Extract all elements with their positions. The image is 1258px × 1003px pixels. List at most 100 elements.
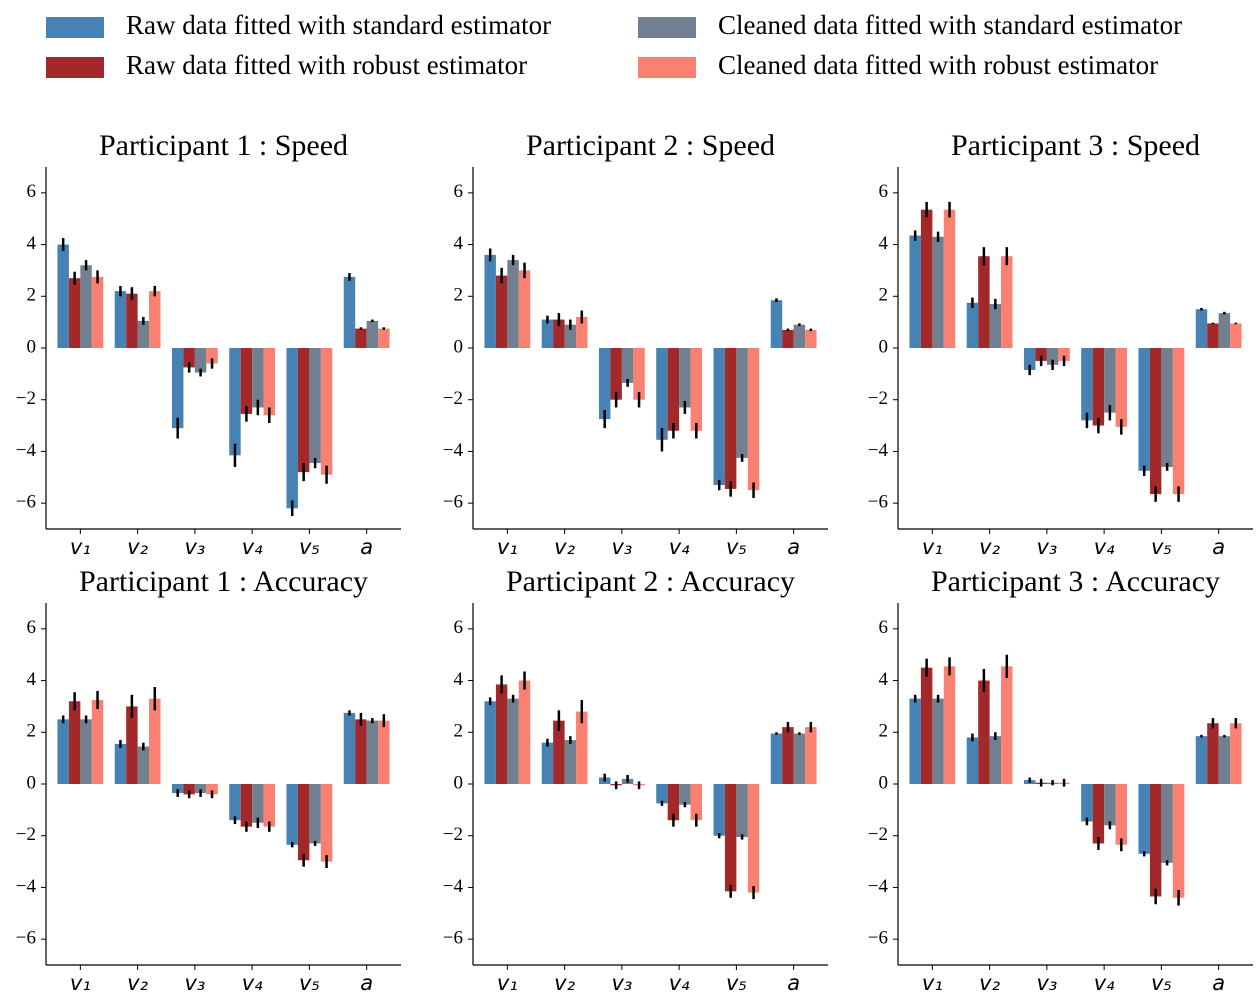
chart-title: Participant 3 : Speed — [951, 129, 1200, 162]
bar — [667, 784, 680, 821]
x-tick-label: v₄ — [1094, 971, 1115, 995]
bar — [1001, 666, 1013, 784]
bar — [1115, 784, 1128, 845]
x-tick-label: v₅ — [299, 535, 320, 559]
bar — [1207, 323, 1219, 348]
bar — [667, 348, 680, 431]
x-tick-label: v₂ — [127, 971, 148, 995]
bar — [541, 319, 554, 348]
bar — [1058, 348, 1070, 361]
y-tick-label: −2 — [16, 388, 36, 409]
bar — [621, 348, 634, 383]
y-tick-label: 4 — [27, 233, 37, 254]
bar — [229, 348, 241, 456]
bar — [1230, 723, 1242, 784]
bar — [989, 736, 1002, 784]
bar — [91, 276, 104, 348]
bar — [679, 784, 691, 805]
x-tick-label: v₅ — [726, 971, 747, 995]
bar — [576, 316, 588, 348]
bar — [1172, 348, 1185, 495]
x-tick-label: v₁ — [922, 535, 943, 559]
bar — [793, 324, 806, 348]
y-tick-label: −2 — [443, 824, 463, 845]
legend-label: Raw data fitted with standard estimator — [126, 10, 551, 40]
legend-label: Cleaned data fitted with standard estima… — [718, 10, 1182, 40]
y-tick-label: −6 — [16, 492, 36, 513]
chart-title: Participant 3 : Accuracy — [931, 565, 1220, 598]
bar — [553, 319, 565, 348]
y-tick-label: 6 — [879, 181, 889, 202]
legend-swatch — [46, 57, 104, 78]
bar — [366, 320, 379, 348]
bar — [770, 733, 783, 784]
bar — [297, 348, 310, 473]
bar — [126, 293, 138, 348]
bar — [943, 209, 956, 348]
x-tick-label: v₄ — [242, 971, 263, 995]
bar — [355, 719, 367, 784]
bar — [68, 278, 81, 348]
x-tick-label: v₃ — [611, 535, 632, 559]
bar — [564, 740, 577, 784]
bar — [343, 276, 356, 348]
y-tick-label: 2 — [879, 285, 889, 306]
bar — [1138, 784, 1150, 854]
bar — [553, 720, 565, 784]
bar — [309, 348, 321, 464]
bar — [286, 784, 298, 845]
y-tick-label: 6 — [454, 181, 464, 202]
bar — [1161, 784, 1173, 863]
x-tick-label: v₂ — [979, 535, 1000, 559]
y-tick-label: 0 — [454, 336, 464, 357]
y-tick-label: 2 — [27, 721, 37, 742]
x-tick-label: v₃ — [184, 535, 205, 559]
x-tick-label: v₂ — [979, 971, 1000, 995]
x-tick-label: v₂ — [554, 971, 575, 995]
y-tick-label: −2 — [868, 824, 888, 845]
bar — [690, 784, 703, 821]
bar — [564, 324, 577, 348]
bar — [297, 784, 310, 861]
legend-swatch — [638, 57, 696, 78]
bar — [194, 348, 207, 373]
bar — [484, 254, 496, 348]
bar — [114, 743, 127, 784]
y-tick-label: 0 — [879, 336, 889, 357]
bar — [633, 348, 645, 400]
x-tick-label: v₄ — [1094, 535, 1115, 559]
bar — [1092, 348, 1105, 426]
bar — [320, 784, 333, 862]
bar — [183, 784, 195, 795]
bar — [240, 348, 253, 414]
bar — [909, 698, 921, 784]
y-tick-label: −4 — [868, 876, 889, 897]
bar — [782, 727, 794, 784]
bar — [1149, 348, 1162, 495]
y-tick-label: −6 — [443, 492, 463, 513]
chart-title: Participant 2 : Speed — [526, 129, 775, 162]
bar — [206, 784, 218, 795]
bar — [355, 328, 367, 348]
bar — [378, 328, 390, 348]
x-tick-label: v₄ — [242, 535, 263, 559]
bar — [805, 727, 817, 784]
bar — [1104, 784, 1116, 826]
bar — [770, 300, 783, 348]
bar — [1092, 784, 1105, 844]
bar — [932, 698, 944, 784]
bar — [966, 302, 979, 348]
bar — [484, 701, 496, 784]
bar — [320, 348, 333, 475]
bar — [909, 235, 921, 348]
y-tick-label: 2 — [454, 721, 464, 742]
y-tick-label: 2 — [879, 721, 889, 742]
y-tick-label: −4 — [443, 876, 464, 897]
bar — [713, 784, 725, 836]
legend-swatch — [638, 17, 696, 38]
x-tick-label: v₁ — [922, 971, 943, 995]
bar — [68, 701, 81, 784]
bar — [713, 348, 725, 486]
y-tick-label: 6 — [27, 617, 37, 638]
bar — [541, 742, 554, 784]
